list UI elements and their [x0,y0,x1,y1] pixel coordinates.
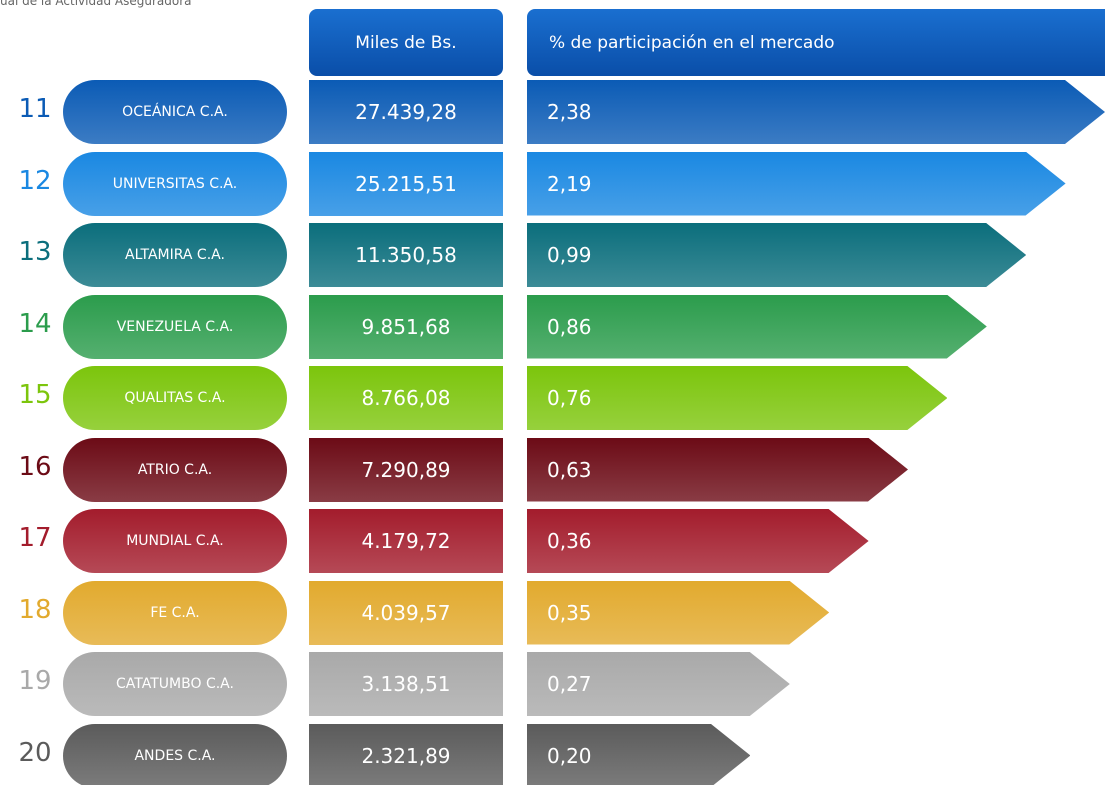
company-pill: UNIVERSITAS C.A. [63,151,287,216]
share-arrow: 0,36 [527,509,869,573]
amount-cell: 7.290,89 [309,437,503,502]
company-pill: ALTAMIRA C.A. [63,223,287,287]
share-arrow: 0,35 [527,580,830,645]
share-arrow: 0,20 [527,723,751,785]
company-pill: OCEÁNICA C.A. [63,80,287,144]
company-pill: FE C.A. [63,580,287,645]
rank-number: 20 [18,737,52,768]
rank-number: 17 [18,523,52,553]
rank-number: 11 [18,94,52,124]
amount-cell: 3.138,51 [309,652,503,716]
amount-cell: 4.039,57 [309,580,503,645]
header-amount: Miles de Bs. [309,9,503,76]
share-arrow: 2,19 [527,151,1066,216]
share-arrow: 0,99 [527,223,1027,287]
share-arrow: 0,63 [527,437,908,502]
top-text: ual de la Actividad Aseguradora [0,0,192,8]
amount-cell: 25.215,51 [309,151,503,216]
company-pill: CATATUMBO C.A. [63,652,287,716]
rank-number: 19 [18,666,52,696]
amount-cell: 11.350,58 [309,223,503,287]
company-pill: MUNDIAL C.A. [63,509,287,573]
share-arrow: 0,27 [527,652,790,716]
amount-cell: 2.321,89 [309,723,503,785]
rank-number: 12 [18,165,52,196]
company-pill: VENEZUELA C.A. [63,294,287,359]
amount-cell: 4.179,72 [309,509,503,573]
rank-number: 16 [18,451,52,482]
rank-number: 15 [18,380,52,410]
share-arrow: 0,76 [527,366,948,430]
amount-cell: 27.439,28 [309,80,503,144]
company-pill: ATRIO C.A. [63,437,287,502]
rank-number: 14 [18,308,52,339]
share-arrow: 2,38 [527,80,1105,144]
amount-cell: 9.851,68 [309,294,503,359]
company-pill: ANDES C.A. [63,723,287,785]
rank-number: 18 [18,594,52,625]
amount-cell: 8.766,08 [309,366,503,430]
header-share: % de participación en el mercado [527,9,1105,76]
company-pill: QUALITAS C.A. [63,366,287,430]
rank-number: 13 [18,237,52,267]
share-arrow: 0,86 [527,294,987,359]
